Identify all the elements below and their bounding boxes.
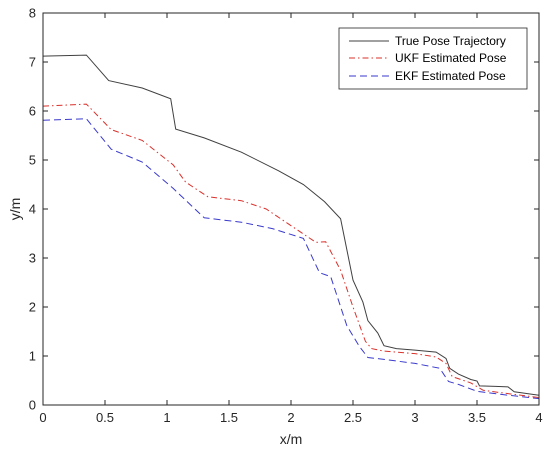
y-tick-label: 2 [29,300,36,315]
x-tick-label: 0.5 [96,410,114,425]
y-tick-label: 7 [29,55,36,70]
y-tick-label: 5 [29,153,36,168]
ticks-layer: 0 0.5 1 1.5 2 2.5 3 3.5 4 0 1 2 3 4 5 6 7 8 [29,6,543,426]
y-tick-label: 1 [29,349,36,364]
series-line-true-pose [42,54,540,396]
x-tick-label: 1 [163,410,170,425]
series-layer [42,54,540,400]
series-line-ukf-estimated-pose [42,103,540,399]
y-tick-label: 6 [29,104,36,119]
y-tick-label: 4 [29,202,36,217]
x-tick-label: 2 [287,410,294,425]
legend-label-true-pose: True Pose Trajectory [395,34,506,48]
y-tick-label: 0 [29,398,36,413]
y-axis-label: y/m [7,198,23,221]
x-tick-label: 3 [411,410,418,425]
x-tick-label: 1.5 [220,410,238,425]
legend-label-ekf: EKF Estimated Pose [395,69,506,83]
x-tick-label: 4 [535,410,542,425]
legend-label-ukf: UKF Estimated Pose [395,51,507,65]
y-tick-label: 3 [29,251,36,266]
x-tick-label: 3.5 [468,410,486,425]
legend: True Pose Trajectory UKF Estimated Pose … [338,27,528,90]
x-tick-label: 0 [39,410,46,425]
x-axis-label: x/m [280,431,303,447]
series-line-ekf-estimated-pose [42,118,540,400]
legend-box [338,27,528,90]
y-tick-label: 8 [29,6,36,21]
x-tick-label: 2.5 [344,410,362,425]
